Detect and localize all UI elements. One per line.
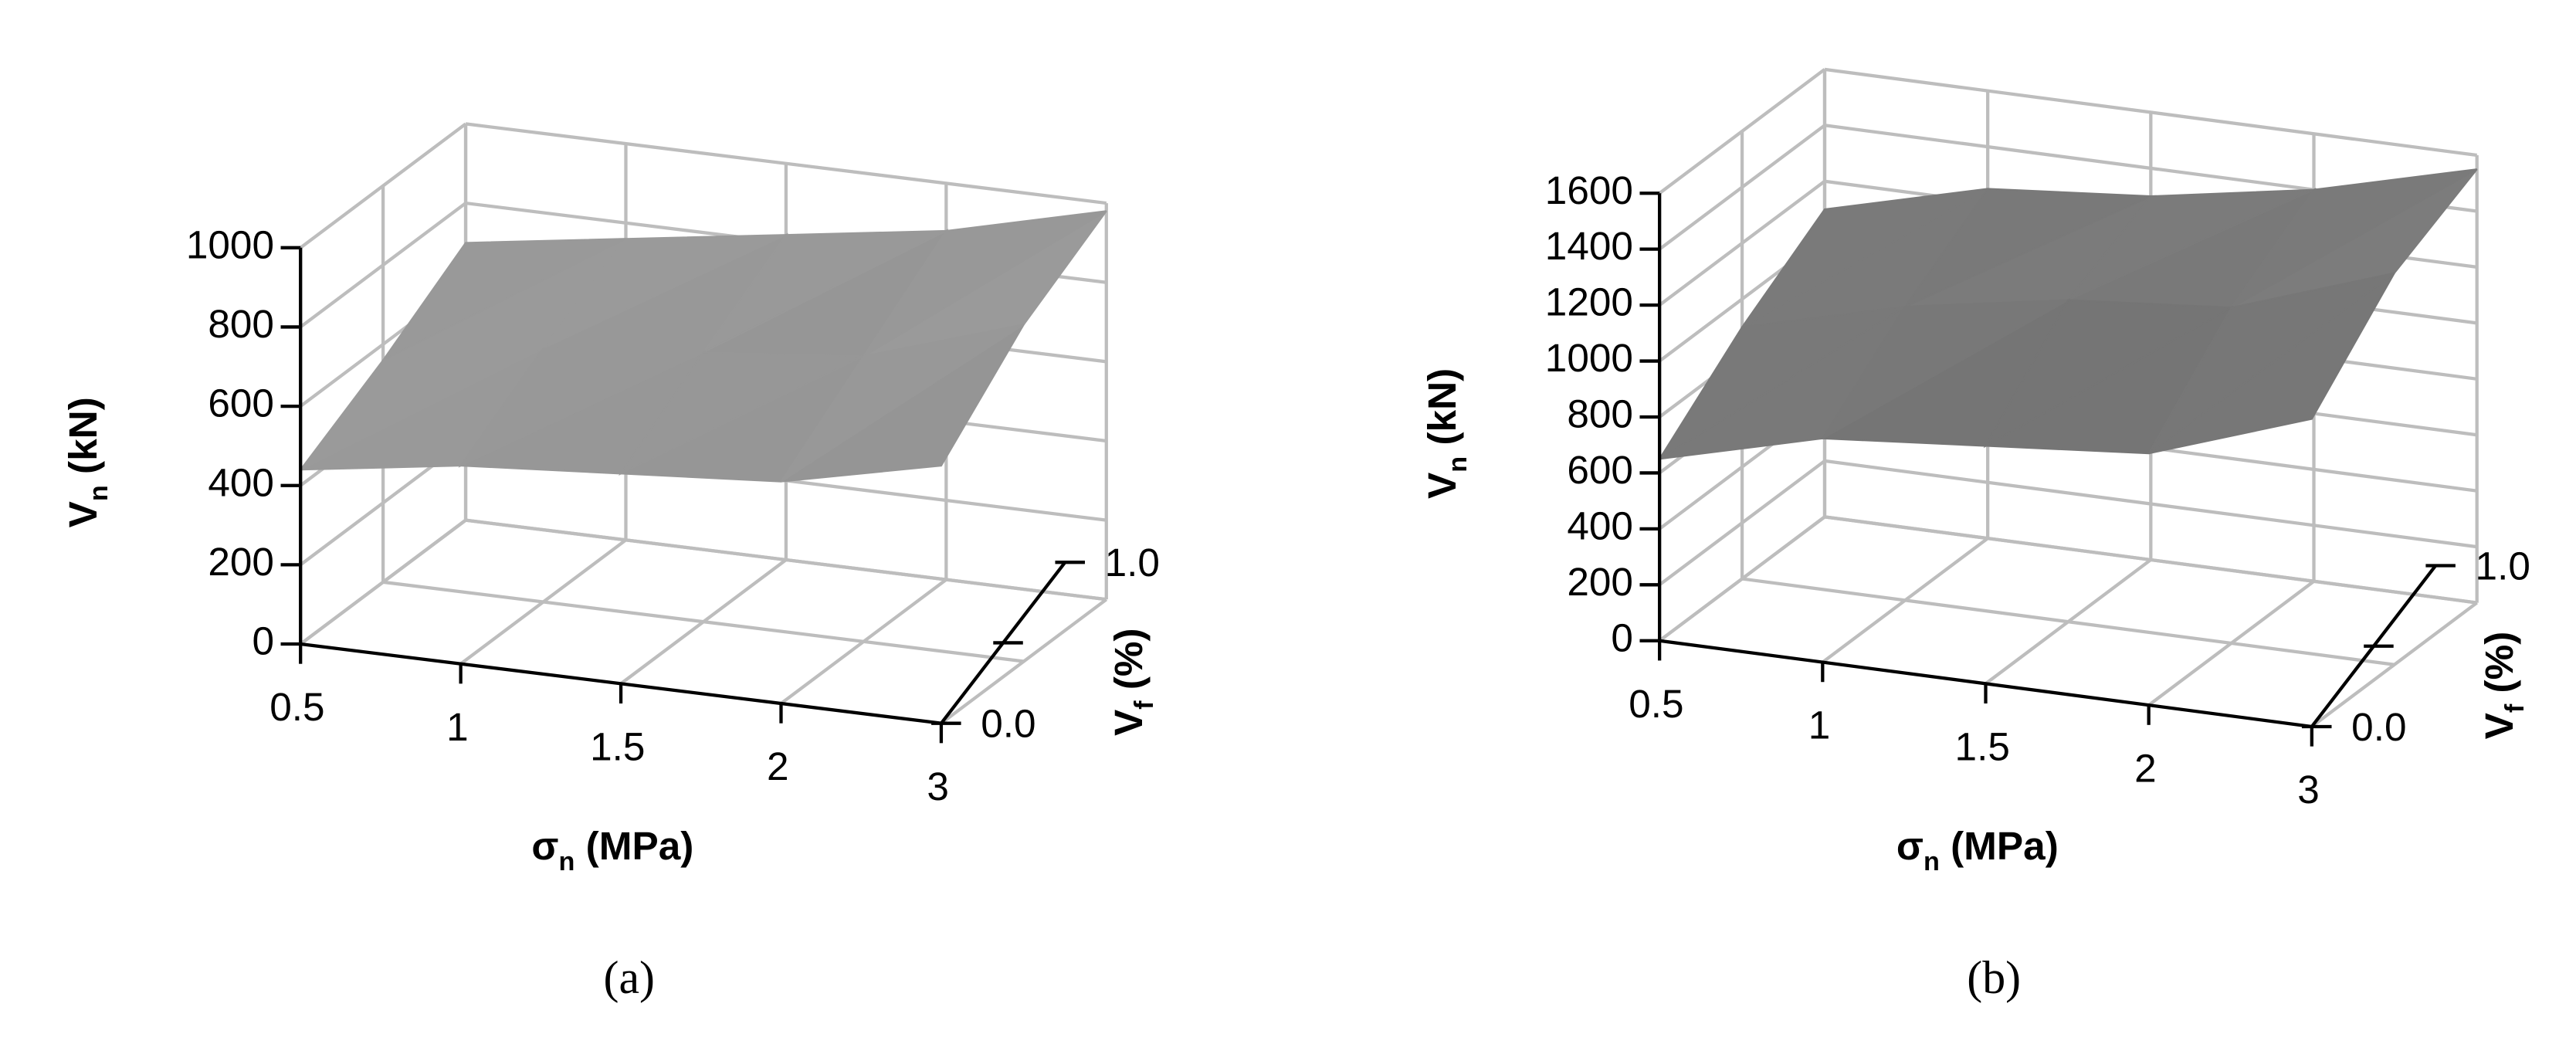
- floor-grid-line: [1658, 515, 1826, 642]
- z-tick-label: 1200: [1545, 280, 1633, 324]
- floor-grid-line: [1822, 537, 1989, 664]
- z-tick-label: 0: [1611, 615, 1633, 659]
- floor-grid-line: [2310, 601, 2478, 728]
- surface-facet: [1903, 188, 2151, 309]
- z-tick-label: 400: [1567, 503, 1633, 547]
- z-tick-label: 200: [1567, 560, 1633, 604]
- depth-tick-label: 0.0: [981, 702, 1035, 746]
- z-tick-label: 800: [208, 302, 274, 346]
- z-tick-label: 600: [208, 381, 274, 425]
- x-axis-label-part: σ: [531, 824, 558, 868]
- surface-facet: [780, 324, 1025, 483]
- z-axis-label: Vn (kN): [61, 397, 114, 527]
- floor-grid-line: [940, 598, 1108, 725]
- depth-axis-label: Vf (%): [1106, 628, 1158, 736]
- depth-axis-label: Vf (%): [2476, 632, 2529, 740]
- surface-facet: [2067, 188, 2314, 301]
- x-tick-label: 3: [927, 764, 949, 808]
- depth-axis-label-part: V: [1106, 710, 1150, 736]
- z-tick-label: 800: [1567, 392, 1633, 436]
- depth-axis-label-part: V: [2476, 713, 2520, 739]
- z-tick-label: 1600: [1545, 168, 1633, 212]
- depth-axis-label-part: f: [1130, 700, 1159, 710]
- z-axis-label-part: n: [84, 485, 114, 501]
- surface-facet: [618, 351, 864, 476]
- depth-axis-label-part: f: [2500, 703, 2530, 713]
- z-tick-label: 400: [208, 460, 274, 504]
- surface-facet: [542, 234, 787, 350]
- z-axis-label-part: V: [61, 501, 105, 527]
- z-tick-label: 600: [1567, 448, 1633, 492]
- surface-facet: [1741, 188, 1988, 328]
- z-axis-label-part: (kN): [61, 397, 105, 485]
- panel-label: (a): [604, 952, 655, 1003]
- x-axis-label-part: (MPa): [1940, 824, 2059, 868]
- x-tick-label: 0.5: [269, 685, 324, 729]
- z-axis-label-part: n: [1443, 456, 1473, 473]
- z-tick-label: 1000: [186, 222, 274, 266]
- panel-label: (b): [1967, 952, 2021, 1003]
- x-axis-label-part: (MPa): [575, 824, 693, 868]
- floor-grid-line: [459, 538, 627, 666]
- surface-facet: [863, 210, 1107, 358]
- x-axis-label-part: n: [559, 847, 575, 876]
- floor-grid-line: [299, 518, 467, 646]
- surface-facet: [1822, 299, 2069, 439]
- x-tick-label: 1: [1808, 703, 1831, 747]
- x-tick-label: 1.5: [590, 724, 645, 768]
- x-tick-label: 2: [2134, 746, 2157, 790]
- z-axis-label-part: V: [1420, 473, 1464, 499]
- x-tick-label: 1: [446, 705, 469, 749]
- depth-tick-label: 1.0: [1105, 541, 1160, 585]
- surface-facet: [703, 229, 947, 354]
- z-tick-label: 1400: [1545, 224, 1633, 268]
- x-axis-label-part: σ: [1896, 824, 1924, 868]
- surface-facet: [382, 238, 626, 361]
- panel: 0 200 400 600 800 1000 1200 1400 1600 0.5 1 1.5 2 3 0.…: [1420, 67, 2530, 1003]
- surface-facet: [2230, 168, 2478, 309]
- depth-axis-label-part: (%): [2476, 632, 2520, 704]
- z-axis-label-part: (kN): [1420, 368, 1464, 456]
- x-tick-label: 3: [2297, 768, 2320, 812]
- floor-grid-line: [619, 558, 788, 686]
- depth-tick-label: 1.0: [2476, 544, 2530, 588]
- surface-facet: [1983, 299, 2235, 449]
- floor-grid-line: [780, 578, 947, 705]
- floor-grid-line: [2147, 580, 2315, 707]
- x-tick-label: 1.5: [1955, 724, 2010, 768]
- x-axis-label-part: n: [1924, 847, 1940, 876]
- depth-tick-label: 0.0: [2351, 705, 2406, 749]
- x-axis-label: σn (MPa): [531, 824, 693, 876]
- z-tick-label: 0: [252, 619, 274, 663]
- z-tick-label: 1000: [1545, 336, 1633, 380]
- x-tick-label: 2: [767, 744, 789, 788]
- x-axis-label: σn (MPa): [1896, 824, 2059, 876]
- x-tick-label: 0.5: [1629, 682, 1683, 726]
- surface-facet: [458, 347, 704, 468]
- z-tick-label: 200: [208, 540, 274, 584]
- surface-facet: [300, 347, 544, 471]
- floor-grid-line: [1985, 558, 2152, 686]
- surface-facet: [1659, 305, 1906, 460]
- depth-axis-label-part: (%): [1106, 628, 1150, 700]
- surface-facet: [2147, 272, 2395, 455]
- z-axis-label: Vn (kN): [1420, 368, 1473, 499]
